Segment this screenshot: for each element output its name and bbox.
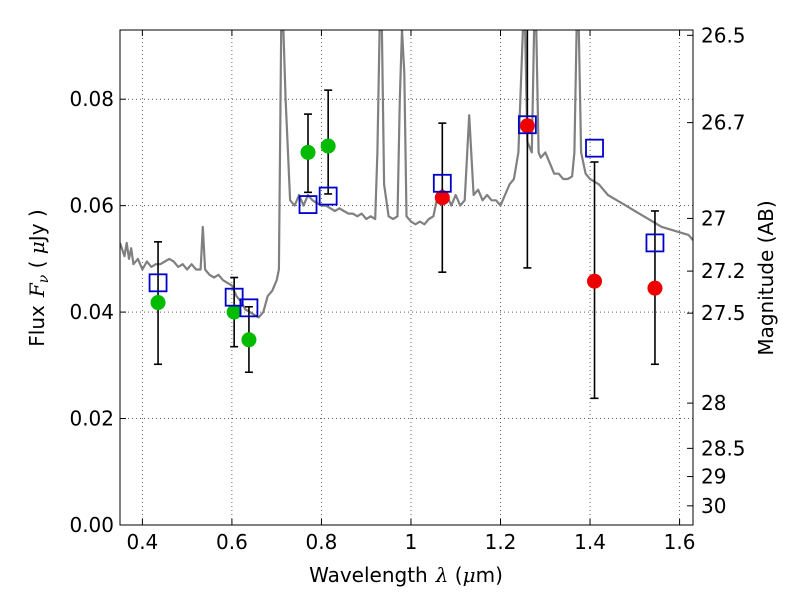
mag-tick-label: 27 [701, 206, 726, 230]
model-band-square [645, 233, 665, 253]
mag-tick-label: 30 [701, 494, 726, 518]
y2-axis-title: Magnitude (AB) [754, 200, 778, 355]
observed-point [647, 280, 663, 296]
observed-point [226, 304, 242, 320]
mag-tick-label: 27.2 [701, 259, 746, 283]
plot-frame [119, 29, 694, 526]
observed-point [150, 295, 166, 311]
y-axis-title-symbol: F [25, 282, 49, 298]
y-axis-title-unit-mu: μ [25, 241, 49, 254]
model-band-square [318, 186, 338, 206]
observed-point [587, 273, 603, 289]
y-tick-label: 0.04 [69, 300, 114, 324]
model-band-square [432, 173, 452, 193]
model-band-square [224, 287, 244, 307]
mag-tick-label: 28 [701, 391, 726, 415]
model-band-square [517, 115, 537, 135]
y-tick-label: 0.00 [69, 513, 114, 537]
y-tick-label: 0.06 [69, 194, 114, 218]
observed-point [519, 118, 535, 134]
grid [120, 30, 693, 526]
y-axis-title-subscript: ν [36, 274, 52, 283]
observed-point [320, 138, 336, 154]
x-axis-title-unit-mu: μ [463, 563, 476, 587]
x-tick-label: 1.4 [574, 530, 606, 554]
observed-point [241, 332, 257, 348]
mag-tick-label: 26.7 [701, 111, 746, 135]
model-band-square [298, 195, 318, 214]
x-axis-title-unit-open: ( [448, 563, 462, 587]
spectrum-layer [120, 30, 693, 319]
y-tick-label: 0.08 [69, 87, 114, 111]
y-axis-title-unit-rest: Jy ) [25, 209, 49, 243]
observed-point [300, 144, 316, 160]
x-axis-title-text: Wavelength [309, 563, 428, 587]
y-axis-title: Flux Fν ( μJy ) [25, 209, 52, 346]
x-tick-label: 0.6 [216, 530, 248, 554]
x-tick-label: 0.8 [306, 530, 338, 554]
x-tick-label: 1.6 [664, 530, 696, 554]
model-band-square [585, 138, 604, 158]
x-axis-title-unit-rest: m) [476, 563, 503, 587]
x-tick-label: 0.4 [126, 530, 158, 554]
x-axis-title: Wavelength λ (μm) [309, 563, 503, 587]
marker-layer [148, 115, 665, 348]
y-axis-title-unit-open: ( [25, 254, 49, 275]
x-tick-label: 1.2 [485, 530, 517, 554]
spectrum-line [120, 30, 693, 319]
mag-tick-label: 28.5 [701, 436, 746, 460]
model-band-square [148, 273, 168, 293]
mag-tick-label: 29 [701, 465, 726, 489]
x-axis-title-symbol: λ [435, 563, 449, 587]
tick-layer: 0.4 0.6 0.8 1 1.2 1.4 1.6 0.00 0.02 0.04 0.06 0.08 2… [69, 23, 745, 554]
mag-tick-label: 27.5 [701, 301, 746, 325]
y-axis-title-text: Flux [25, 305, 49, 347]
model-band-square [239, 298, 259, 318]
y-tick-label: 0.02 [69, 407, 114, 431]
mag-tick-label: 26.5 [701, 23, 746, 47]
observed-point [434, 190, 450, 206]
x-tick-label: 1 [405, 530, 418, 554]
